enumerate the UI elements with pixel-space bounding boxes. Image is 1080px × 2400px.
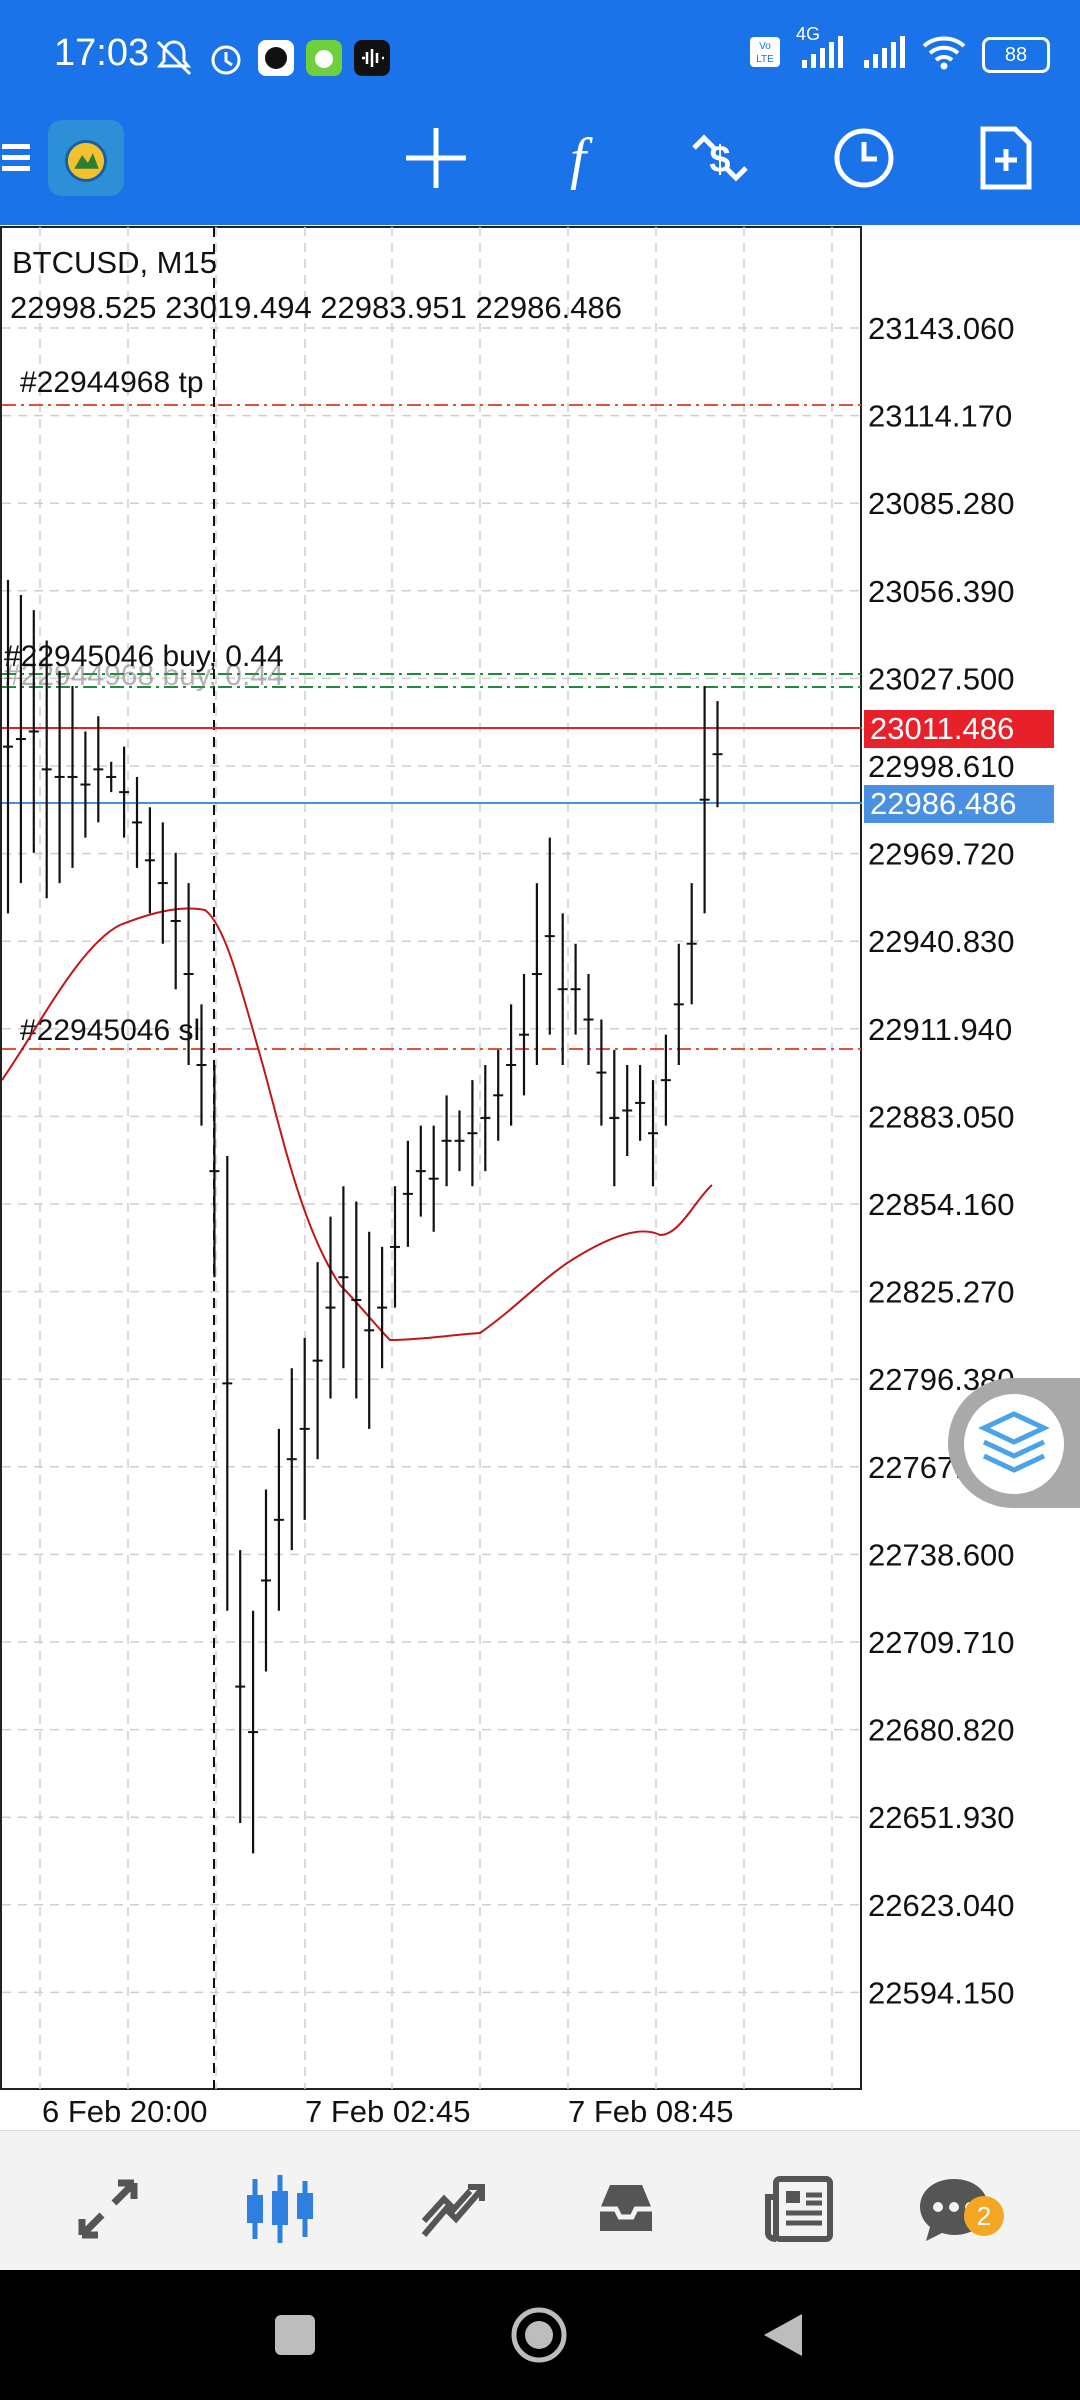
time-label-1: 6 Feb 20:00 (42, 2094, 207, 2129)
nav-trade[interactable] (414, 2169, 494, 2249)
alarm-icon (204, 36, 248, 85)
chart-candles-icon (247, 2175, 313, 2243)
price-tick-label: 22709.710 (868, 1625, 1015, 1660)
price-tick-label: 22825.270 (868, 1275, 1015, 1310)
price-tick-label: 22998.610 (868, 749, 1015, 784)
price-tick-label: 22623.040 (868, 1888, 1015, 1923)
volte-icon: Vo LTE (748, 35, 782, 74)
price-tick-label: 23085.280 (868, 486, 1015, 521)
price-tick-label: 22651.930 (868, 1800, 1015, 1835)
buy-label: #22945046 buy, 0.44 (4, 640, 284, 673)
crosshair-icon[interactable] (396, 118, 476, 198)
bottom-navigation (0, 2130, 1080, 2271)
square-icon (275, 2315, 315, 2355)
price-tick-label: 22969.720 (868, 837, 1015, 872)
chart-symbol: BTCUSD, M15 (12, 245, 217, 280)
mute-icon (152, 36, 196, 85)
nav-chart[interactable] (240, 2169, 320, 2249)
price-tick-label: 22738.600 (868, 1537, 1015, 1572)
signal-icon-sim1: 4G (796, 24, 844, 77)
back-button[interactable] (760, 2310, 806, 2365)
sl-label: #22945046 sl (20, 1014, 200, 1047)
recent-apps-button[interactable] (272, 2312, 318, 2363)
candle-bars (3, 579, 723, 1854)
chart-grid (2, 227, 862, 2089)
trade-trend-icon (421, 2184, 485, 2237)
price-tick-label: 22940.830 (868, 924, 1015, 959)
price-tick-label: 22594.150 (868, 1975, 1015, 2010)
app-notification-icon (256, 38, 296, 83)
svg-text:f: f (570, 126, 593, 190)
nav-history[interactable] (586, 2169, 666, 2249)
quotes-arrows-icon (78, 2179, 138, 2239)
tp-label: #22944968 tp (20, 366, 204, 399)
svg-text:Vo: Vo (759, 41, 771, 52)
battery-indicator: 88 (982, 36, 1050, 73)
inbox-icon (600, 2185, 652, 2231)
history-icon[interactable] (824, 118, 904, 198)
new-order-icon[interactable] (966, 118, 1046, 198)
signal-icon-sim2 (858, 32, 906, 77)
price-axis: 23143.060 23114.170 23085.280 23056.390 2302… (868, 311, 1015, 2010)
status-time: 17:03 (54, 32, 150, 74)
trade-icon[interactable]: $ (680, 118, 760, 198)
status-right: Vo LTE 4G 88 (748, 24, 1050, 77)
status-icons (152, 36, 392, 85)
ask-price-label: 23011.486 (870, 711, 1014, 746)
cat-notification-icon (304, 38, 344, 83)
time-label-3: 7 Feb 08:45 (568, 2094, 733, 2129)
price-tick-label: 23056.390 (868, 574, 1015, 609)
bid-price-label: 22986.486 (870, 786, 1017, 821)
network-type: 4G (796, 24, 821, 44)
svg-text:LTE: LTE (756, 54, 774, 65)
price-tick-label: 22911.940 (868, 1012, 1012, 1047)
chart-frame (0, 226, 862, 2090)
wifi-icon (920, 32, 968, 77)
audio-notification-icon (352, 38, 392, 83)
price-tick-label: 23143.060 (868, 311, 1015, 346)
chat-unread-badge: 2 (964, 2196, 1004, 2236)
home-circle-icon (511, 2307, 567, 2363)
price-tick-label: 22680.820 (868, 1713, 1015, 1748)
price-tick-label: 23114.170 (868, 399, 1012, 434)
menu-icon[interactable] (0, 118, 34, 198)
price-tick-label: 23027.500 (868, 661, 1015, 696)
price-chart[interactable]: #22944968 tp #22944968 buy, 0.44 #229450… (0, 225, 1080, 2130)
time-label-2: 7 Feb 02:45 (305, 2094, 470, 2129)
price-tick-label: 22883.050 (868, 1099, 1015, 1134)
system-navigation-bar (0, 2270, 1080, 2400)
top-bar: 17:03 Vo LTE 4G 88 (0, 0, 1080, 225)
home-button[interactable] (510, 2306, 568, 2369)
nav-news[interactable] (760, 2169, 840, 2249)
chart-canvas[interactable]: #22944968 tp #22944968 buy, 0.44 #229450… (0, 225, 1080, 2130)
layers-icon (964, 1394, 1064, 1494)
buy-label-ghost: #22944968 buy, 0.44 (4, 659, 284, 692)
back-triangle-icon (764, 2314, 802, 2356)
svg-text:$: $ (709, 139, 730, 181)
price-tick-label: 22854.160 (868, 1187, 1015, 1222)
chart-ohlc: 22998.525 23019.494 22983.951 22986.486 (10, 290, 622, 325)
floating-assistant-button[interactable] (948, 1378, 1080, 1508)
indicators-icon[interactable]: f (538, 118, 618, 198)
news-icon (765, 2176, 833, 2242)
ask-price-tag (864, 710, 1054, 748)
nav-quotes[interactable] (68, 2169, 148, 2249)
moving-average-line (1, 907, 713, 1342)
app-logo[interactable] (46, 118, 126, 198)
bid-price-tag (864, 785, 1054, 823)
